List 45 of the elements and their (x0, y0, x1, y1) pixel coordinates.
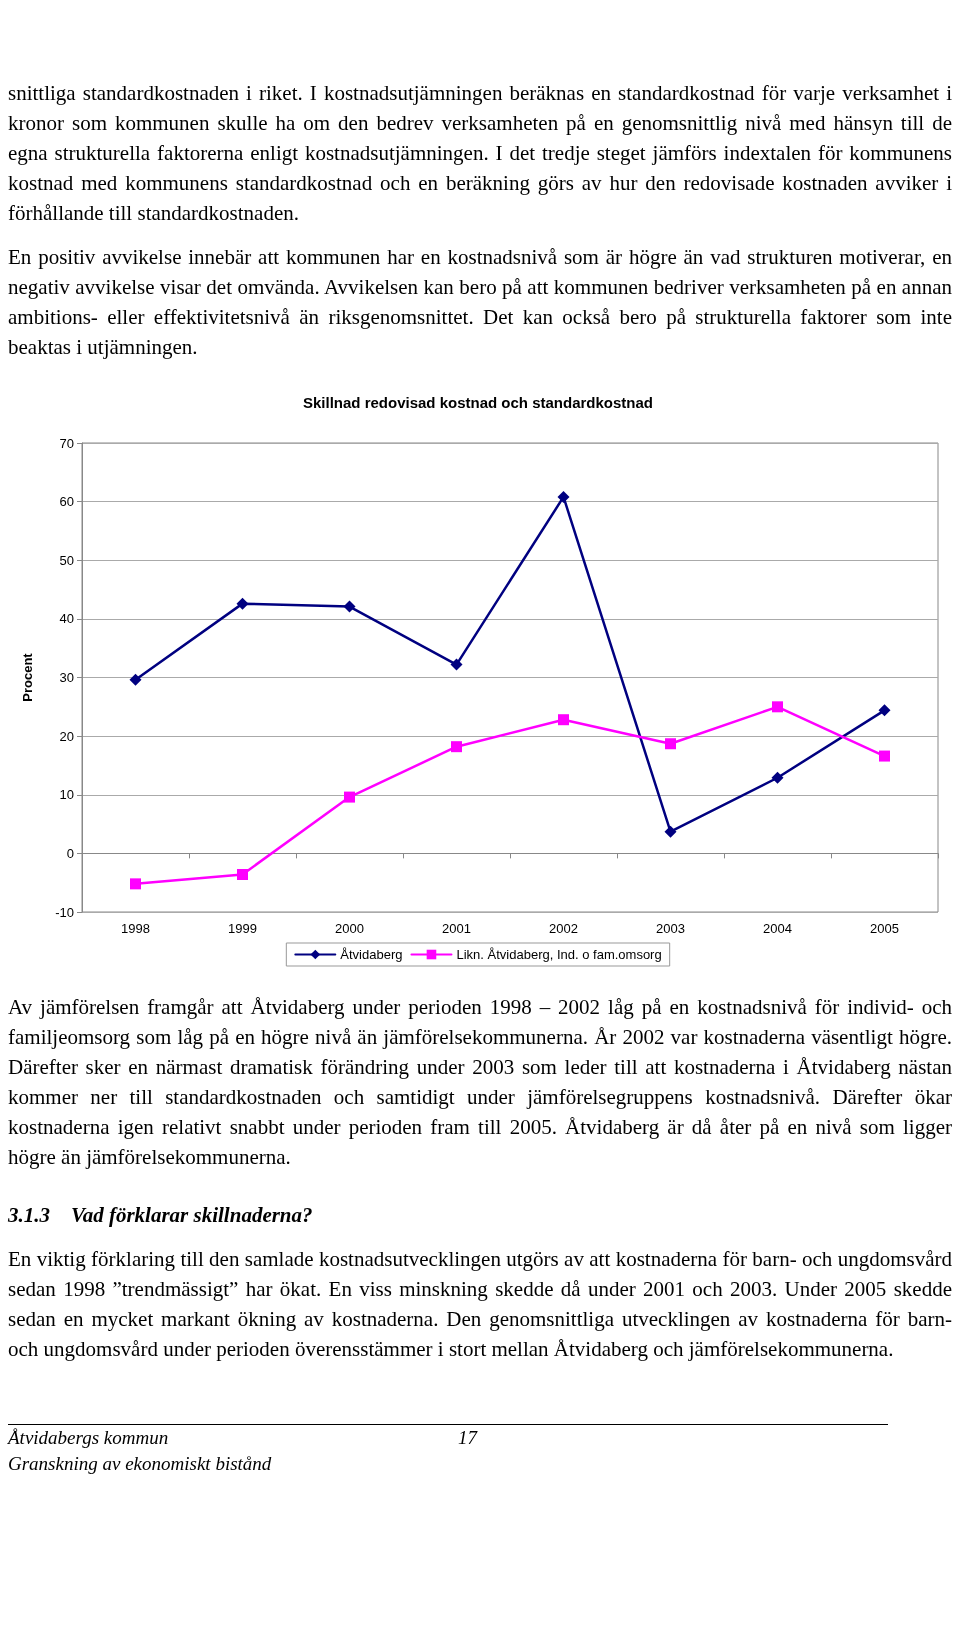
point (451, 741, 462, 753)
legend-label: Likn. Åtvidaberg, Ind. o fam.omsorg (456, 947, 662, 962)
y-tick-label: 50 (59, 552, 74, 568)
point (343, 600, 356, 613)
point (450, 658, 463, 671)
y-tick-label: 70 (59, 435, 74, 451)
point (130, 878, 141, 890)
y-tick-label: -10 (55, 904, 74, 920)
point (878, 704, 891, 717)
point (879, 750, 890, 762)
point (558, 714, 569, 726)
text: Åtvidabergs kommun (8, 1427, 169, 1448)
point (772, 701, 783, 713)
y-axis-title: Procent (20, 652, 35, 702)
y-tick-label: 40 (59, 611, 74, 627)
text: Granskning av ekonomiskt bistånd (8, 1452, 273, 1476)
point (771, 771, 784, 784)
x-tick-label: 2001 (442, 921, 471, 936)
point (344, 791, 355, 803)
x-tick-label: 2000 (335, 921, 364, 936)
point (236, 597, 249, 610)
point (129, 673, 142, 686)
y-tick-label: 30 (59, 670, 74, 685)
point (557, 490, 570, 503)
text: 17 (458, 1426, 477, 1450)
point (237, 868, 248, 880)
text: 3.1.3 Vad förklarar skillnaderna? (8, 1202, 314, 1229)
x-tick-label: 1999 (228, 921, 257, 936)
text: Av jämförelsen framgår att Åtvidaberg under perioden 1998 – 2002 låg på en kostnadsnivå för individ- och familjeomsorg som låg på en högre nivå än jämförelsekommunerna. År 2002 var kostnaderna väsentligt högre. Därefter sker en närmast dramatisk förändring under 2003 som leder till att kostnaderna i Åtvidaberg nästan kommer ner till standardkostnaden och samtidigt under jämförelsegruppens kostnadsnivå. Därefter ökar kostnaderna igen relativt snabbt under perioden fram till 2005. Åtvidaberg är då åter på en nivå som ligger högre än jämförelsekommunerna. (8, 994, 952, 1171)
y-tick-label: 10 (59, 787, 74, 803)
x-tick-label: 2003 (656, 921, 685, 936)
y-tick-label: 60 (59, 494, 74, 510)
legend-label: Åtvidaberg (340, 947, 403, 962)
y-tick-label: 20 (59, 728, 74, 744)
x-tick-label: 2004 (763, 921, 792, 936)
text: En viktig förklaring till den samlade kostnadsutvecklingen utgörs av att kostnaderna för barn- och ungdomsvård sedan 1998 ”trendmässigt” har ökat. En viss minskning skedde då under 2001 och 2003. Under 2005 skedde sedan en mycket markant ökning av kostnaderna. Den genomsnittliga utvecklingen av kostnaderna för barn- och ungdomsvård under perioden överensstämmer i stort mellan Åtvidaberg och jämförelsekommunerna. (8, 1246, 952, 1363)
text: snittliga standardkostnaden i riket. I kostnadsutjämningen beräknas en standardkostnad för varje verksamhet i kronor som kommunen skulle ha om den bedrev verksamheten på en genomsnittlig nivå med hänsyn till de egna strukturella faktorerna enligt kostnadsutjämningen. I det tredje steget jämförs indextalen för kommunens kostnad med kommunens standardkostnad och en beräkning görs av hur den redovisade kostnaden avviker i förhållande till standardkostnaden. (8, 80, 952, 227)
text: En positiv avvikelse innebär att kommunen har en kostnadsnivå som är högre än vad strukturen motiverar, en negativ avvikelse visar det omvända. Avvikelsen kan bero på att kommunen bedriver verksamheten på en annan ambitions- eller effektivitetsnivå än riksgenomsnittet. Det kan också bero på strukturella faktorer som inte beaktas i utjämningen. (8, 244, 952, 361)
x-tick-label: 2002 (549, 921, 578, 936)
x-tick-label: 1998 (121, 921, 150, 936)
point (664, 825, 677, 838)
y-tick-label: 0 (66, 845, 74, 861)
chart-title: Skillnad redovisad kostnad och standardkostnad (302, 394, 654, 411)
x-tick-label: 2005 (870, 921, 899, 936)
point (665, 738, 676, 750)
